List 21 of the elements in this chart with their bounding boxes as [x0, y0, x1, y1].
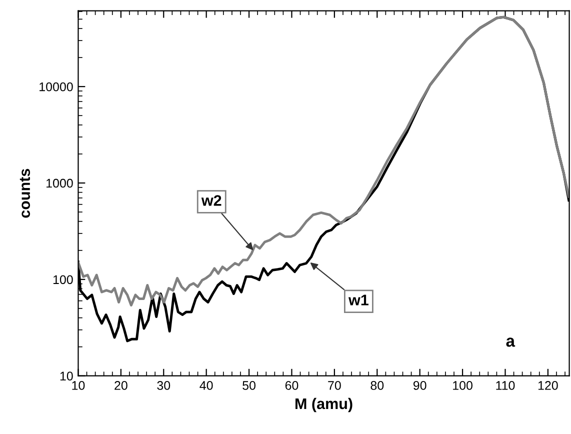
y-axis-title: counts: [20, 168, 30, 218]
annotation: a: [506, 338, 516, 347]
x-tick-label: 60: [285, 381, 298, 390]
y-tick-label: 10: [60, 372, 73, 380]
x-tick-label: 80: [370, 381, 384, 390]
x-tick-label: 110: [496, 381, 515, 390]
x-tick-label: 120: [538, 381, 558, 390]
x-tick-label: 40: [200, 381, 213, 390]
y-tick-label: 10000: [40, 82, 73, 92]
x-tick-label: 20: [114, 381, 128, 390]
x-tick-label: 90: [413, 381, 426, 390]
x-axis-title: M (amu): [296, 398, 352, 412]
x-tick-label: 10: [72, 381, 85, 390]
x-tick-label: 50: [242, 381, 256, 390]
y-tick-label: 100: [53, 275, 73, 284]
annotation: w1: [348, 294, 368, 306]
annotation: w2: [201, 195, 222, 206]
x-tick-label: 100: [453, 381, 472, 390]
y-tick-label: 1000: [46, 178, 73, 188]
x-tick-label: 30: [157, 381, 170, 390]
x-tick-label: 70: [328, 381, 341, 390]
